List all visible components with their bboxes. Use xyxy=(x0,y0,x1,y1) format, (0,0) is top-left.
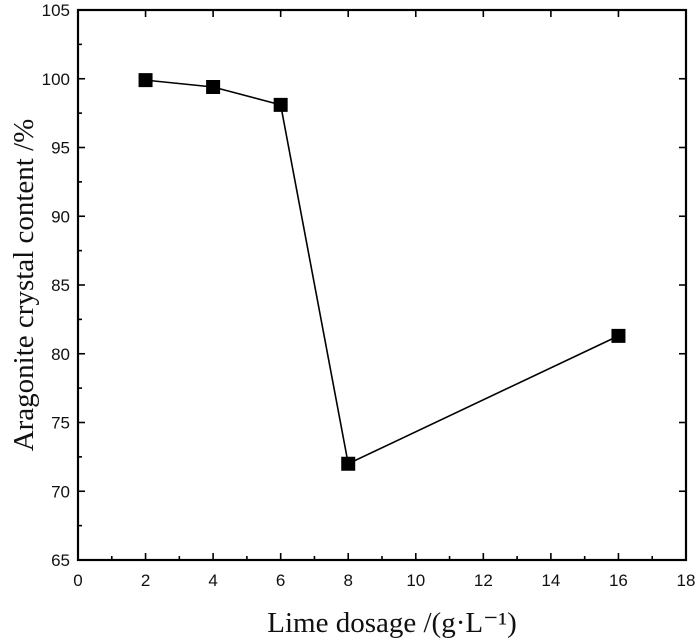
x-tick-label: 12 xyxy=(474,571,493,590)
y-tick-label: 100 xyxy=(42,70,70,89)
x-tick-label: 2 xyxy=(141,571,150,590)
y-axis: 65 70 75 80 85 90 95 100 105 xyxy=(42,1,686,570)
y-tick-label: 95 xyxy=(51,139,70,158)
y-tick-label: 105 xyxy=(42,1,70,20)
y-tick-label: 65 xyxy=(51,551,70,570)
data-point xyxy=(273,97,288,112)
data-markers xyxy=(138,73,626,471)
data-point xyxy=(206,80,221,94)
x-axis-title: Lime dosage /(g·L⁻¹) xyxy=(267,607,516,639)
x-tick-label: 0 xyxy=(73,571,82,590)
y-axis-title: Aragonite crystal content /% xyxy=(8,119,40,452)
data-point xyxy=(138,73,153,88)
x-tick-label: 16 xyxy=(609,571,628,590)
y-tick-label: 90 xyxy=(51,207,70,226)
data-point xyxy=(611,328,626,343)
y-tick-label: 85 xyxy=(51,276,70,295)
x-tick-label: 14 xyxy=(541,571,560,590)
x-axis: 0 2 4 6 8 10 12 14 16 18 xyxy=(73,10,695,590)
x-tick-label: 10 xyxy=(406,571,425,590)
plot-frame xyxy=(76,8,688,562)
x-tick-label: 4 xyxy=(208,571,217,590)
x-tick-label: 18 xyxy=(677,571,696,590)
y-tick-label: 80 xyxy=(51,345,70,364)
x-tick-label: 6 xyxy=(276,571,285,590)
series-line xyxy=(145,79,619,465)
x-tick-label: 8 xyxy=(343,571,352,590)
y-tick-label: 70 xyxy=(51,482,70,501)
data-point xyxy=(341,456,356,471)
y-tick-label: 75 xyxy=(51,414,70,433)
